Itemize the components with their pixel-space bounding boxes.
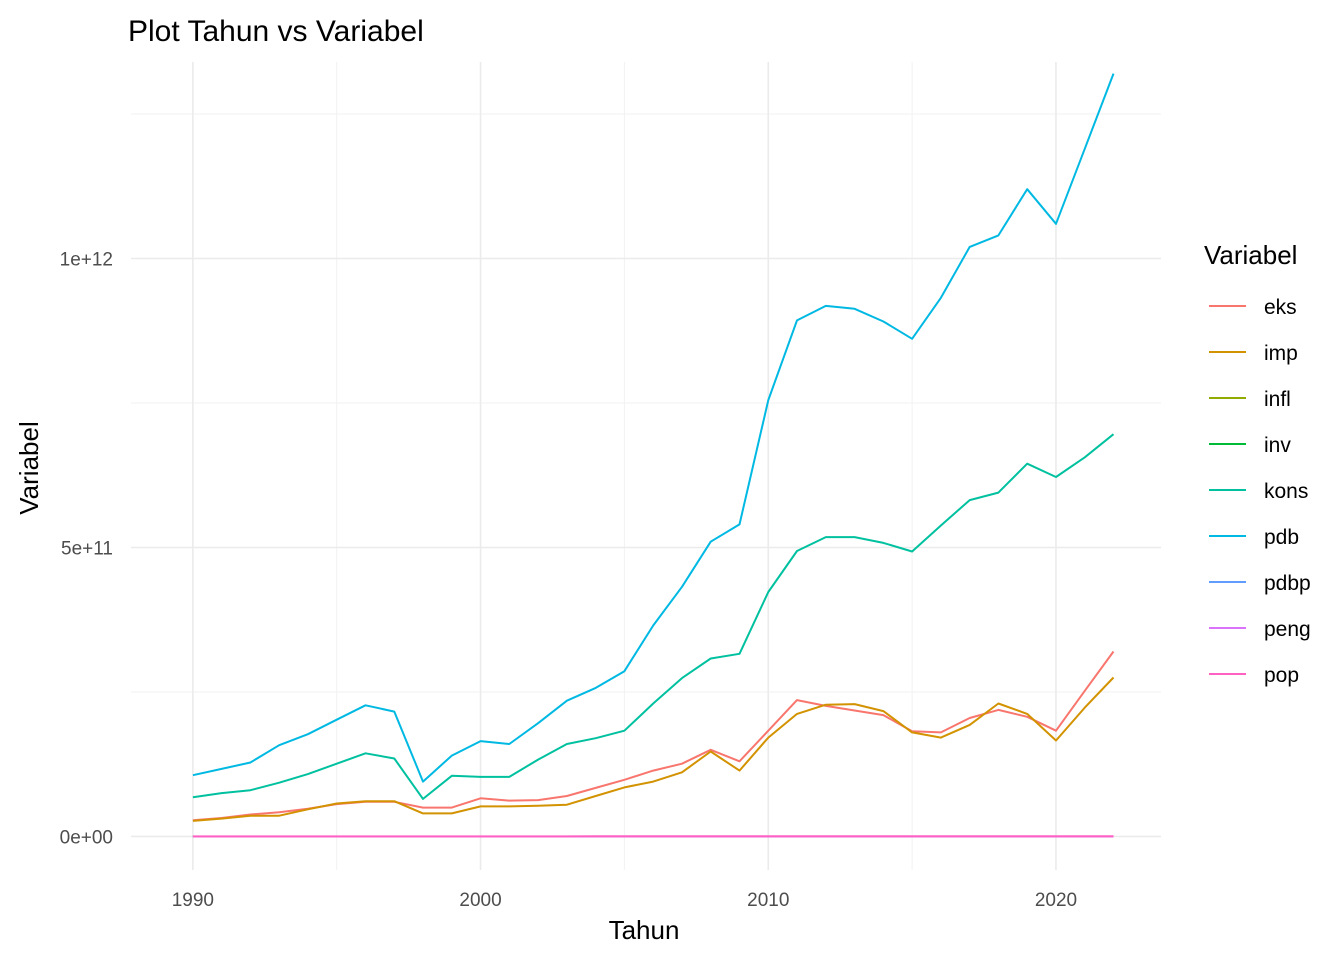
x-tick-label: 2010 — [747, 890, 789, 911]
x-tick-label: 1990 — [172, 890, 214, 911]
x-axis-tick-labels: 1990 2000 2010 2020 — [172, 890, 1077, 911]
y-axis-title: Variabel — [14, 421, 44, 514]
legend-item-pop: pop — [1209, 664, 1299, 687]
legend-label-pop: pop — [1264, 664, 1299, 687]
legend-item-pdbp: pdbp — [1209, 572, 1311, 595]
legend-item-kons: kons — [1209, 480, 1308, 503]
legend-item-inv: inv — [1209, 434, 1291, 457]
x-tick-label: 2000 — [459, 890, 501, 911]
legend-label-kons: kons — [1264, 480, 1308, 503]
y-tick-label: 0e+00 — [60, 827, 113, 848]
minor-gridlines — [131, 62, 1161, 870]
y-tick-label: 1e+12 — [60, 250, 113, 271]
series-lines — [192, 73, 1115, 838]
legend-label-pdbp: pdbp — [1264, 572, 1311, 595]
legend-item-pdb: pdb — [1209, 526, 1299, 549]
legend-item-peng: peng — [1209, 618, 1311, 641]
legend-label-eks: eks — [1264, 296, 1297, 319]
chart-title: Plot Tahun vs Variabel — [128, 15, 424, 48]
legend-label-infl: infl — [1264, 388, 1291, 411]
x-axis-title: Tahun — [609, 915, 680, 945]
x-tick-label: 2020 — [1035, 890, 1077, 911]
legend-item-infl: infl — [1209, 388, 1291, 411]
series-line-pdb — [192, 73, 1115, 783]
series-line-imp — [192, 676, 1115, 822]
legend-item-imp: imp — [1209, 342, 1298, 365]
series-line-kons — [192, 433, 1115, 800]
legend-label-peng: peng — [1264, 618, 1311, 641]
legend-title: Variabel — [1204, 240, 1297, 270]
legend-label-inv: inv — [1264, 434, 1291, 457]
y-axis-tick-labels: 0e+00 5e+11 1e+12 — [60, 250, 113, 849]
legend-label-imp: imp — [1264, 342, 1298, 365]
legend-items: eks imp infl inv kons pdb pdbp peng pop — [1209, 296, 1311, 687]
legend-label-pdb: pdb — [1264, 526, 1299, 549]
y-tick-label: 5e+11 — [61, 538, 113, 559]
legend-item-eks: eks — [1209, 296, 1297, 319]
legend: Variabel eks imp infl inv kons pdb pdbp peng pop — [1204, 240, 1311, 687]
